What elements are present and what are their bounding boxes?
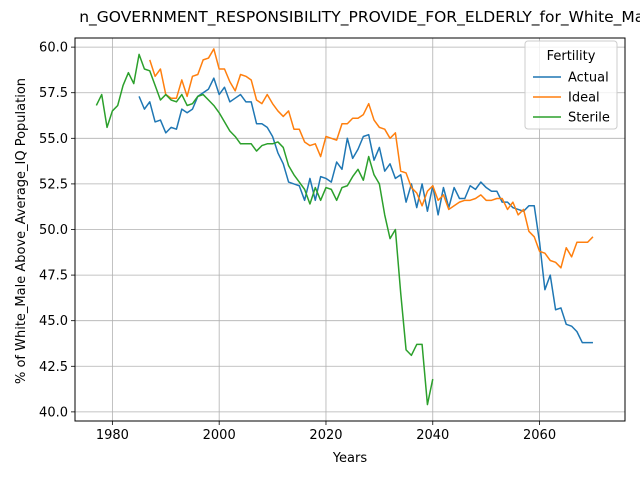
legend-title: Fertility	[547, 49, 596, 64]
y-tick-label: 60.0	[39, 41, 68, 56]
legend-label-ideal: Ideal	[568, 91, 600, 106]
legend-label-sterile: Sterile	[568, 111, 610, 126]
y-tick-label: 40.0	[39, 405, 68, 420]
y-tick-label: 50.0	[39, 223, 68, 238]
legend-box	[524, 40, 618, 130]
x-axis-label: Years	[332, 451, 368, 466]
axis-ticks: 1980 2000 2020 2040 2060 40.0 42.5 45.0 47.5 50.0…	[39, 41, 556, 443]
y-tick-label: 45.0	[39, 314, 68, 329]
y-tick-label: 42.5	[39, 360, 68, 375]
y-tick-label: 47.5	[39, 269, 68, 284]
y-tick-label: 57.5	[39, 86, 68, 101]
y-tick-label: 52.5	[39, 177, 68, 192]
y-tick-label: 55.0	[39, 132, 68, 147]
x-tick-label: 1980	[96, 428, 129, 443]
series-line-ideal	[149, 48, 594, 269]
x-tick-label: 2060	[523, 428, 556, 443]
x-tick-label: 2040	[416, 428, 449, 443]
series-line-sterile	[95, 53, 434, 406]
series-line-actual	[138, 77, 593, 344]
series-lines	[95, 48, 594, 406]
grid	[75, 38, 625, 421]
legend: Fertility Actual Ideal Sterile	[524, 40, 618, 130]
legend-label-actual: Actual	[568, 71, 609, 86]
y-axis-label: % of White_Male Above_Average_IQ Populat…	[14, 78, 29, 384]
chart-title: n_GOVERNMENT_RESPONSIBILITY_PROVIDE_FOR_…	[79, 8, 640, 27]
x-tick-label: 2000	[203, 428, 236, 443]
x-tick-label: 2020	[309, 428, 342, 443]
